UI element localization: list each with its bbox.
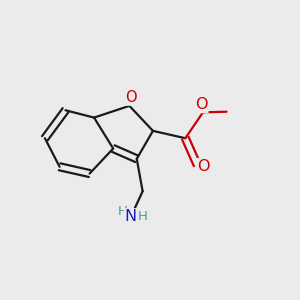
Text: H: H [138,210,148,223]
Text: H: H [118,205,128,218]
Text: O: O [195,98,208,112]
Text: O: O [197,159,209,174]
Text: O: O [125,90,137,105]
Text: N: N [125,209,137,224]
